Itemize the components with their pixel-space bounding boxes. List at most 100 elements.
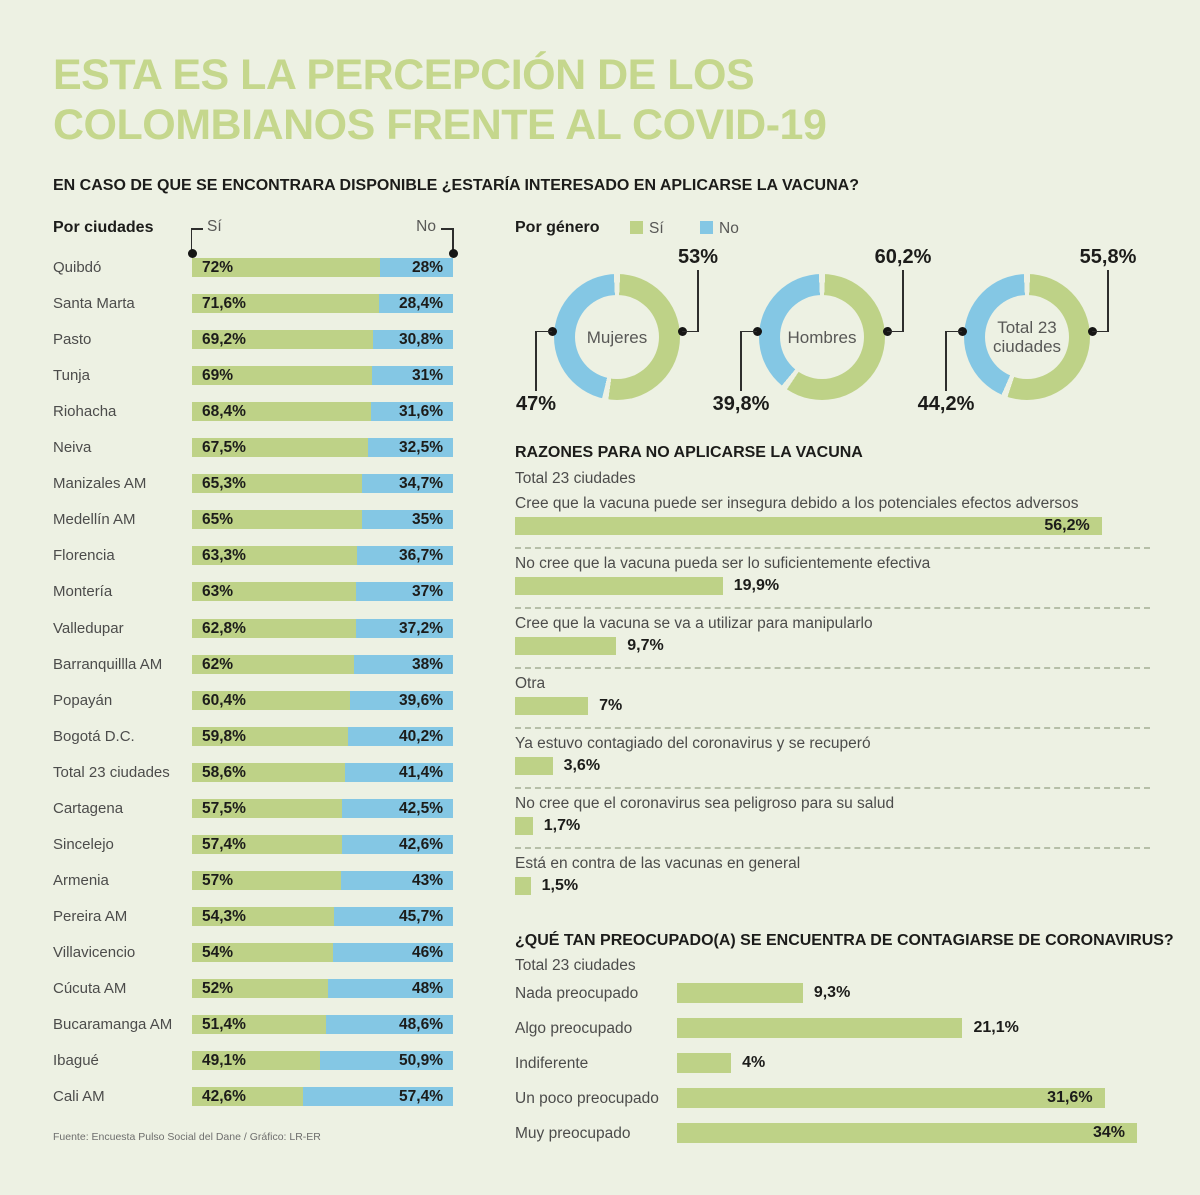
city-bar: 54,3% 45,7%: [192, 906, 453, 926]
bar-segment-si: 42,6%: [192, 1087, 304, 1107]
bar-segment-no: 43%: [340, 870, 453, 890]
bar-segment-no: 42,5%: [342, 798, 453, 818]
concern-subtitle: Total 23 ciudades: [515, 957, 636, 974]
bar-segment-si: 59,8%: [192, 726, 349, 746]
reason-label: No cree que la vacuna pueda ser lo sufic…: [515, 555, 931, 572]
reason-bar: [515, 577, 723, 595]
reason-value-label: 7%: [599, 697, 623, 714]
city-bar: 57,4% 42,6%: [192, 834, 453, 854]
si-callout-line: [902, 270, 904, 333]
reason-value-label: 1,5%: [541, 877, 579, 894]
page-title-line2: COLOMBIANOS FRENTE AL COVID-19: [53, 101, 827, 149]
bar-segment-no: 28,4%: [378, 294, 453, 314]
dashed-separator: [515, 847, 1150, 849]
reason-bar: [515, 877, 531, 895]
reason-bar: [515, 817, 533, 835]
city-bar: 65% 35%: [192, 510, 453, 530]
concern-category-label: Nada preocupado: [515, 985, 639, 1002]
bar-segment-no: 31,6%: [370, 402, 453, 422]
no-callout-line: [945, 330, 962, 333]
bar-segment-no: 36,7%: [357, 546, 453, 566]
bar-segment-si: 68,4%: [192, 402, 371, 422]
bar-segment-no: 31%: [372, 366, 453, 386]
bar-segment-si: 51,4%: [192, 1015, 327, 1035]
bar-segment-si: 52%: [192, 979, 328, 998]
city-name: Cúcuta AM: [53, 980, 127, 997]
bar-segment-no: 42,6%: [341, 834, 453, 854]
city-bar: 63,3% 36,7%: [192, 546, 453, 566]
page-title-line1: ESTA ES LA PERCEPCIÓN DE LOS: [53, 51, 755, 99]
concern-category-label: Algo preocupado: [515, 1020, 633, 1037]
concern-bar: [677, 1088, 1105, 1108]
by-gender-title: Por género: [515, 219, 600, 236]
donut-chart: Mujeres: [554, 274, 680, 400]
concern-bar: [677, 1123, 1138, 1143]
no-bracket-line: [441, 228, 454, 230]
city-name: Quibdó: [53, 259, 102, 276]
donut-chart: Total 23 ciudades: [964, 274, 1090, 400]
bar-segment-si: 58,6%: [192, 762, 345, 782]
city-name: Armenia: [53, 871, 109, 889]
bar-segment-no: 37%: [356, 582, 453, 602]
reason-label: Ya estuvo contagiado del coronavirus y s…: [515, 735, 871, 752]
bar-segment-si: 65,3%: [192, 474, 363, 494]
city-bar: 63% 37%: [192, 582, 453, 602]
city-bar: 57,5% 42,5%: [192, 798, 453, 818]
city-bar: 62% 38%: [192, 654, 453, 674]
source-credit: Fuente: Encuesta Pulso Social del Dane /…: [53, 1131, 321, 1143]
no-percentage-label: 47%: [515, 393, 557, 415]
bar-segment-si: 57,5%: [192, 798, 343, 818]
city-bar: 42,6% 57,4%: [192, 1087, 453, 1107]
concern-title: ¿QUÉ TAN PREOCUPADO(A) SE ENCUENTRA DE C…: [515, 932, 1174, 949]
bar-segment-no: 39,6%: [349, 690, 453, 710]
no-anchor-dot: [449, 249, 458, 258]
city-name: Cartagena: [53, 799, 124, 817]
dashed-separator: [515, 667, 1150, 669]
reason-label: Cree que la vacuna puede ser insegura de…: [515, 495, 1079, 512]
no-axis-label: No: [416, 218, 436, 235]
city-name: Cali AM: [53, 1088, 105, 1106]
reason-bar: [515, 637, 617, 655]
concern-bar: [677, 983, 803, 1003]
city-bar: 59,8% 40,2%: [192, 726, 453, 746]
reason-label: Cree que la vacuna se va a utilizar para…: [515, 615, 873, 632]
concern-category-label: Muy preocupado: [515, 1125, 631, 1142]
city-name: Sincelejo: [53, 835, 114, 853]
bar-segment-si: 57,4%: [192, 834, 342, 854]
bar-segment-si: 65%: [192, 510, 362, 530]
city-bar: 69,2% 30,8%: [192, 330, 453, 350]
no-callout-line: [535, 330, 537, 391]
reason-label: No cree que el coronavirus sea peligroso…: [515, 795, 895, 812]
donut-center-label: Total 23 ciudades: [985, 295, 1069, 379]
bar-segment-no: 28%: [379, 258, 453, 277]
city-bar: 52% 48%: [192, 979, 453, 998]
dashed-separator: [515, 787, 1150, 789]
reason-bar: [515, 757, 553, 775]
city-bar: 51,4% 48,6%: [192, 1015, 453, 1035]
city-bar: 71,6% 28,4%: [192, 294, 453, 314]
bar-segment-no: 30,8%: [372, 330, 453, 350]
city-name: Ibagué: [53, 1052, 99, 1070]
bar-segment-no: 48%: [327, 979, 453, 998]
by-city-title: Por ciudades: [53, 219, 154, 236]
no-callout-dot: [752, 327, 762, 336]
city-bar: 68,4% 31,6%: [192, 402, 453, 422]
bar-segment-si: 67,5%: [192, 438, 369, 458]
bar-segment-si: 69%: [192, 366, 373, 386]
bar-segment-no: 35%: [361, 510, 453, 530]
city-name: Barranquillla AM: [53, 655, 163, 673]
city-bar: 65,3% 34,7%: [192, 474, 453, 494]
no-callout-line: [945, 330, 947, 391]
city-name: Florencia: [53, 547, 115, 565]
donut-chart: Hombres: [759, 274, 885, 400]
si-callout-line: [1092, 330, 1109, 333]
city-name: Pereira AM: [53, 907, 128, 925]
donut-center-label: Hombres: [780, 295, 864, 379]
bar-segment-no: 45,7%: [333, 906, 453, 926]
city-name: Bogotá D.C.: [53, 727, 135, 745]
bar-segment-si: 60,4%: [192, 690, 350, 710]
si-percentage-label: 53%: [677, 246, 719, 268]
legend-label-si: Sí: [649, 220, 664, 237]
reasons-subtitle: Total 23 ciudades: [515, 470, 636, 487]
